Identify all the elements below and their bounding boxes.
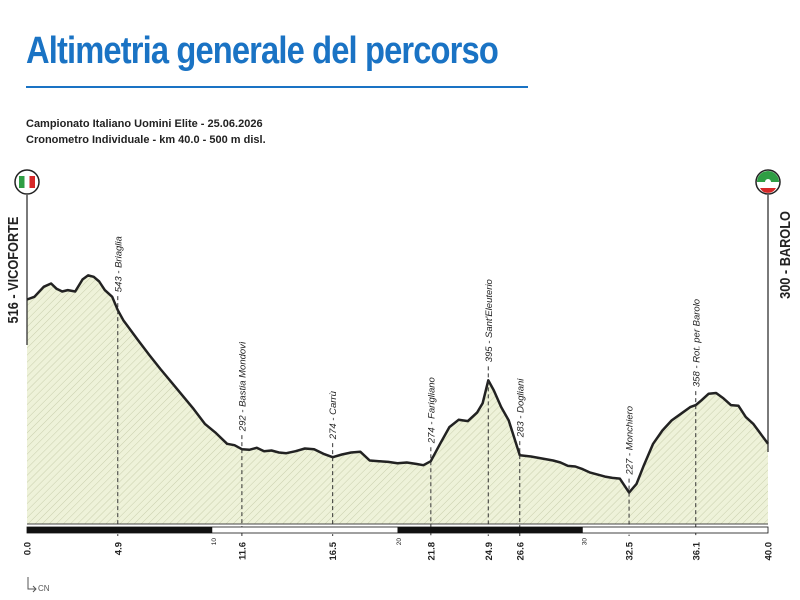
- race-details: Cronometro Individuale - km 40.0 - 500 m…: [26, 134, 266, 146]
- start-label: 516 - VICOFORTE: [4, 217, 21, 324]
- km-tick-label: 24.9: [484, 542, 495, 561]
- waypoint-label: 274 - Farigliano: [426, 377, 437, 444]
- waypoint-label: 283 - Dogliani: [515, 378, 526, 439]
- waypoint-label: 274 - Carrù: [328, 390, 339, 440]
- north-icon: [27, 577, 37, 593]
- scale-bar-segment: [397, 527, 583, 533]
- km-tick-label: 11.6: [237, 542, 248, 560]
- waypoint-label: 292 - Bastia Mondovì: [237, 341, 248, 432]
- km-tick-label: 21.8: [426, 542, 437, 561]
- waypoint-layer: 543 - Briaglia 292 - Bastia Mondovì 274 - …: [113, 236, 702, 536]
- profile-line: [26, 274, 770, 494]
- finish-label: 300 - BAROLO: [776, 211, 793, 299]
- km-tick-label: 32.5: [625, 541, 636, 560]
- waypoint-label: 358 - Rot. per Barolo: [691, 299, 702, 387]
- km-tick-label: 10: [211, 538, 218, 546]
- scale-bar-segment: [27, 527, 213, 533]
- km-tick-label: 0.0: [23, 542, 34, 555]
- km-tick-label: 26.6: [515, 542, 526, 561]
- km-tick-label: 40.0: [764, 542, 775, 561]
- distance-scale-bar: [26, 526, 769, 534]
- profile-area: [27, 275, 768, 524]
- km-tick-label: 36.1: [691, 541, 702, 560]
- elevation-profile-chart: 543 - Briaglia 292 - Bastia Mondovì 274 - …: [4, 169, 793, 593]
- km-tick-label: 30: [581, 538, 588, 546]
- start-flag-icon: [14, 169, 40, 345]
- title-divider: [26, 86, 528, 88]
- waypoint-label: 543 - Briaglia: [113, 236, 124, 292]
- north-label: CN: [38, 584, 50, 593]
- finish-flag-icon: [755, 169, 781, 452]
- km-tick-label: 4.9: [113, 542, 124, 555]
- waypoint-label: 395 - Sant'Eleuterio: [484, 279, 495, 362]
- waypoint-label: 227 - Monchiero: [625, 406, 636, 476]
- km-tick-label: 16.5: [328, 541, 339, 560]
- race-subtitle: Campionato Italiano Uomini Elite - 25.06…: [26, 118, 263, 130]
- distance-axis: 0.0 4.9 10 11.6 16.5 20 21.8 24.9 26.6 30 32.5 36.1…: [23, 538, 775, 561]
- km-tick-label: 20: [396, 538, 403, 546]
- page-title: Altimetria generale del percorso: [26, 30, 499, 72]
- profile-layer: [26, 274, 770, 525]
